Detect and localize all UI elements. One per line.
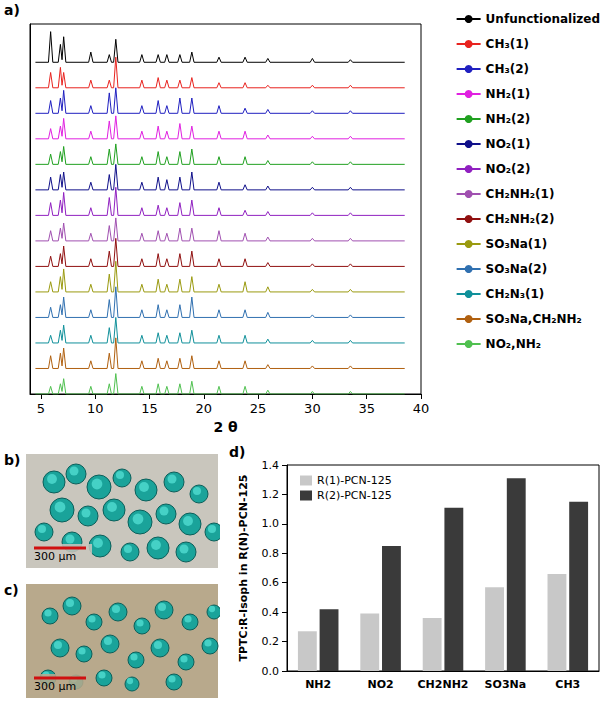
svg-text:NH₂(2): NH₂(2) bbox=[486, 112, 531, 126]
svg-text:a): a) bbox=[4, 2, 20, 18]
svg-text:CH2NH2: CH2NH2 bbox=[418, 678, 469, 691]
svg-text:NO₂(1): NO₂(1) bbox=[486, 137, 531, 151]
svg-text:SO3Na: SO3Na bbox=[485, 678, 527, 691]
svg-text:1.0: 1.0 bbox=[262, 517, 280, 530]
svg-text:d): d) bbox=[229, 445, 245, 460]
svg-text:CH₃(2): CH₃(2) bbox=[486, 62, 529, 76]
svg-text:NO2: NO2 bbox=[367, 678, 393, 691]
svg-text:0.8: 0.8 bbox=[262, 547, 280, 560]
svg-text:35: 35 bbox=[358, 401, 375, 416]
svg-text:NO₂(2): NO₂(2) bbox=[486, 162, 531, 176]
svg-text:0.6: 0.6 bbox=[262, 576, 280, 589]
svg-text:1.4: 1.4 bbox=[262, 459, 280, 472]
html-text:b): b) bbox=[4, 452, 21, 468]
svg-text:SO₃Na(2): SO₃Na(2) bbox=[486, 262, 548, 276]
svg-text:SO₃Na,CH₂NH₂: SO₃Na,CH₂NH₂ bbox=[486, 312, 582, 326]
html-text:c): c) bbox=[4, 582, 19, 598]
svg-text:CH₂N₃(1): CH₂N₃(1) bbox=[486, 287, 545, 301]
svg-text:0.2: 0.2 bbox=[262, 635, 280, 648]
svg-text:20: 20 bbox=[196, 401, 213, 416]
svg-text:CH₂NH₂(2): CH₂NH₂(2) bbox=[486, 212, 555, 226]
html-text:300 µm: 300 µm bbox=[34, 680, 77, 693]
svg-text:CH₃(1): CH₃(1) bbox=[486, 37, 529, 51]
svg-text:R(2)-PCN-125: R(2)-PCN-125 bbox=[317, 489, 392, 502]
svg-text:1.2: 1.2 bbox=[262, 488, 280, 501]
svg-text:R(1)-PCN-125: R(1)-PCN-125 bbox=[317, 474, 392, 487]
svg-text:NH₂(1): NH₂(1) bbox=[486, 87, 531, 101]
svg-text:NO₂,NH₂: NO₂,NH₂ bbox=[486, 337, 541, 351]
svg-text:CH3: CH3 bbox=[555, 678, 580, 691]
svg-text:5: 5 bbox=[37, 401, 45, 416]
svg-text:CH₂NH₂(1): CH₂NH₂(1) bbox=[486, 187, 555, 201]
svg-text:2 θ: 2 θ bbox=[213, 419, 238, 435]
svg-text:Unfunctionalized: Unfunctionalized bbox=[486, 12, 600, 26]
svg-text:TPTC:R-Isoph in R(N)-PCN-125: TPTC:R-Isoph in R(N)-PCN-125 bbox=[237, 475, 250, 662]
svg-text:10: 10 bbox=[87, 401, 104, 416]
svg-text:NH2: NH2 bbox=[305, 678, 331, 691]
svg-text:0.0: 0.0 bbox=[262, 665, 280, 678]
html-text:300 µm: 300 µm bbox=[34, 550, 77, 563]
svg-text:25: 25 bbox=[250, 401, 267, 416]
svg-text:15: 15 bbox=[141, 401, 158, 416]
svg-text:0.4: 0.4 bbox=[262, 606, 280, 619]
svg-text:SO₃Na(1): SO₃Na(1) bbox=[486, 237, 548, 251]
svg-text:40: 40 bbox=[413, 401, 430, 416]
svg-text:30: 30 bbox=[304, 401, 321, 416]
